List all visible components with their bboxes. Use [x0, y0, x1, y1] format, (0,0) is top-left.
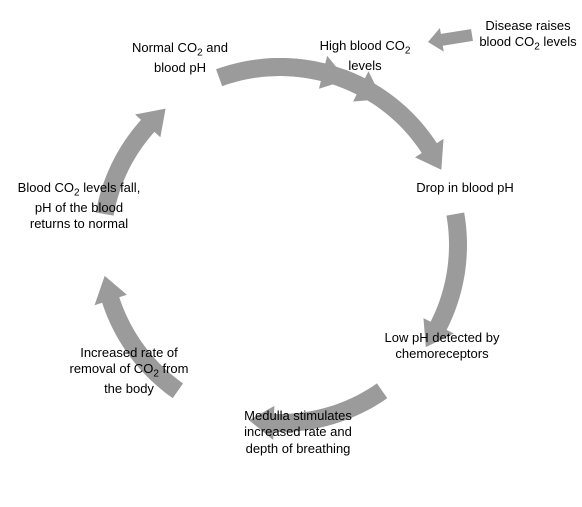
node-normal: Normal CO2 and blood pH — [120, 40, 240, 76]
node-low-ph-detect: Low pH detected by chemoreceptors — [384, 330, 500, 363]
cycle-diagram: High blood CO2 levels Drop in blood pH Low… — [0, 0, 582, 507]
external-arrow — [428, 28, 473, 52]
node-medulla: Medulla stimulates increased rate and de… — [238, 408, 358, 457]
node-increased-removal: Increased rate of removal of CO2 from th… — [64, 345, 194, 398]
cycle-arrow — [423, 213, 467, 348]
node-high-co2: High blood CO2 levels — [310, 38, 420, 74]
node-external-input: Disease raises blood CO2 levels — [478, 18, 578, 54]
node-drop-ph: Drop in blood pH — [405, 180, 525, 196]
node-co2-fall: Blood CO2 levels fall, pH of the blood r… — [14, 180, 144, 233]
